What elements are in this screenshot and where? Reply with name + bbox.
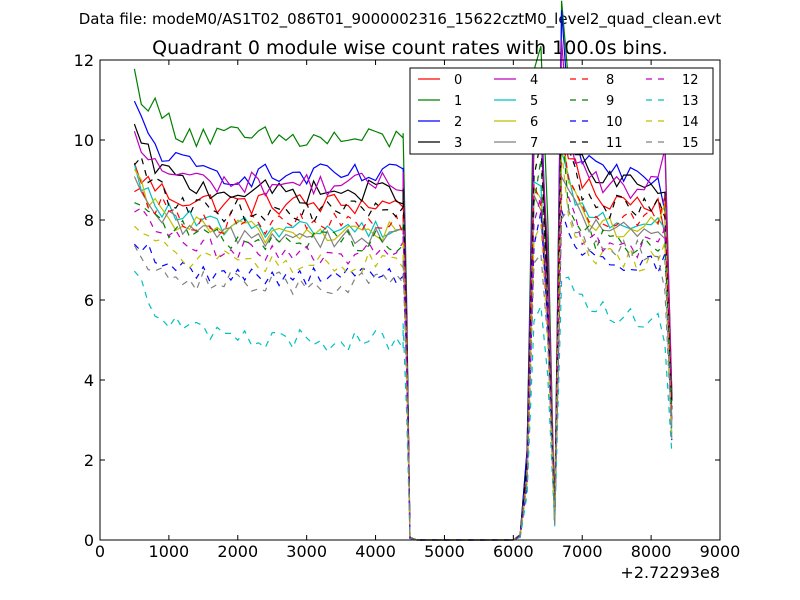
x-tick-label: 2000 [217,542,258,561]
y-tick-label: 6 [84,291,94,310]
legend-label-15: 15 [682,136,699,151]
legend-label-12: 12 [682,73,699,88]
series-line-6 [133,123,673,541]
x-tick-label: 4000 [355,542,396,561]
legend-label-14: 14 [682,115,699,130]
y-tick-label: 10 [74,131,94,150]
series-line-7 [133,174,673,541]
x-tick-label: 1000 [149,542,190,561]
x-tick-label: 3000 [286,542,327,561]
legend-label-4: 4 [530,73,538,88]
legend-label-2: 2 [454,115,462,130]
x-tick-label: 6000 [493,542,534,561]
chart-title: Quadrant 0 module wise count rates with … [152,37,668,59]
legend-label-0: 0 [454,73,462,88]
legend-label-1: 1 [454,94,462,109]
x-tick-label: 0 [95,542,105,561]
y-tick-label: 12 [74,51,94,70]
x-offset-label: +2.72293e8 [620,563,720,582]
series-line-11 [133,94,673,541]
x-tick-label: 5000 [424,542,465,561]
series-line-4 [133,40,673,541]
legend-label-10: 10 [606,115,623,130]
x-tick-label: 7000 [562,542,603,561]
legend-label-5: 5 [530,94,538,109]
y-tick-label: 4 [84,371,94,390]
plot-frame [99,59,721,541]
y-tick-label: 8 [84,211,94,230]
legend-label-11: 11 [606,136,623,151]
legend-label-7: 7 [530,136,538,151]
series-line-8 [134,128,673,541]
x-tick-label: 9000 [700,542,741,561]
series-line-14 [133,150,673,541]
series-line-3 [133,88,673,541]
series-line-13 [133,270,673,541]
series-line-15 [133,207,673,541]
legend-label-6: 6 [530,115,538,130]
legend-box [409,67,714,155]
y-tick-label: 2 [84,451,94,470]
series-layer [133,0,673,541]
legend-label-3: 3 [454,136,462,151]
legend-label-9: 9 [606,94,614,109]
series-line-12 [134,194,673,541]
chart-suptitle: Data file: modeM0/AS1T02_086T01_90000023… [79,10,722,29]
legend-label-13: 13 [682,94,699,109]
x-tick-label: 8000 [631,542,672,561]
series-line-9 [134,117,673,541]
legend-label-8: 8 [606,73,614,88]
y-tick-label: 0 [84,531,94,550]
ticks-layer: 0 1000 2000 3000 4000 5000 6000 7000 8000 9000 0 2 4… [74,51,741,561]
